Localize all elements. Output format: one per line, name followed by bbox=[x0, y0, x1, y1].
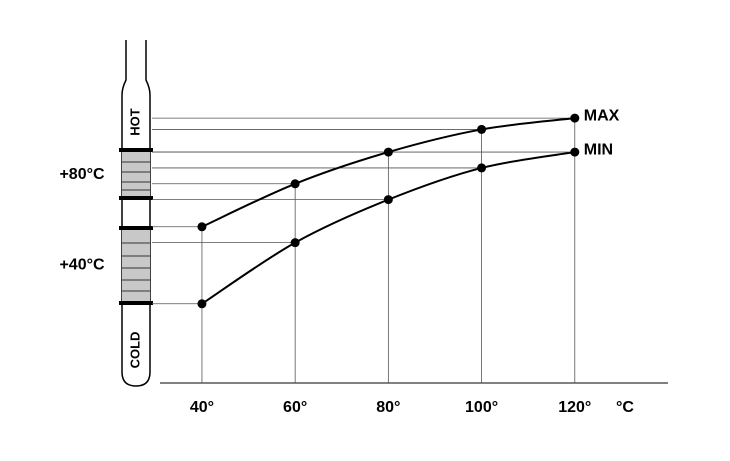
x-axis-label: °C bbox=[616, 399, 634, 416]
x-tick-label: 40° bbox=[190, 399, 214, 416]
point bbox=[197, 222, 207, 232]
point bbox=[477, 124, 487, 134]
point bbox=[570, 113, 580, 123]
y-tick-label: +40°C bbox=[59, 256, 105, 273]
thermometer bbox=[119, 40, 153, 387]
x-tick-label: 100° bbox=[465, 399, 498, 416]
series-label: MAX bbox=[584, 107, 620, 124]
y-tick-label: +80°C bbox=[59, 166, 105, 183]
point bbox=[383, 147, 393, 157]
x-tick-label: 80° bbox=[376, 399, 400, 416]
point bbox=[290, 238, 300, 248]
x-tick-label: 60° bbox=[283, 399, 307, 416]
point bbox=[477, 163, 487, 173]
hot-label: HOT bbox=[127, 108, 142, 136]
point bbox=[290, 179, 300, 189]
point bbox=[570, 147, 580, 157]
point bbox=[383, 195, 393, 205]
x-tick-label: 120° bbox=[558, 399, 591, 416]
point bbox=[197, 299, 207, 309]
cold-label: COLD bbox=[127, 332, 142, 369]
series-label: MIN bbox=[584, 141, 613, 158]
